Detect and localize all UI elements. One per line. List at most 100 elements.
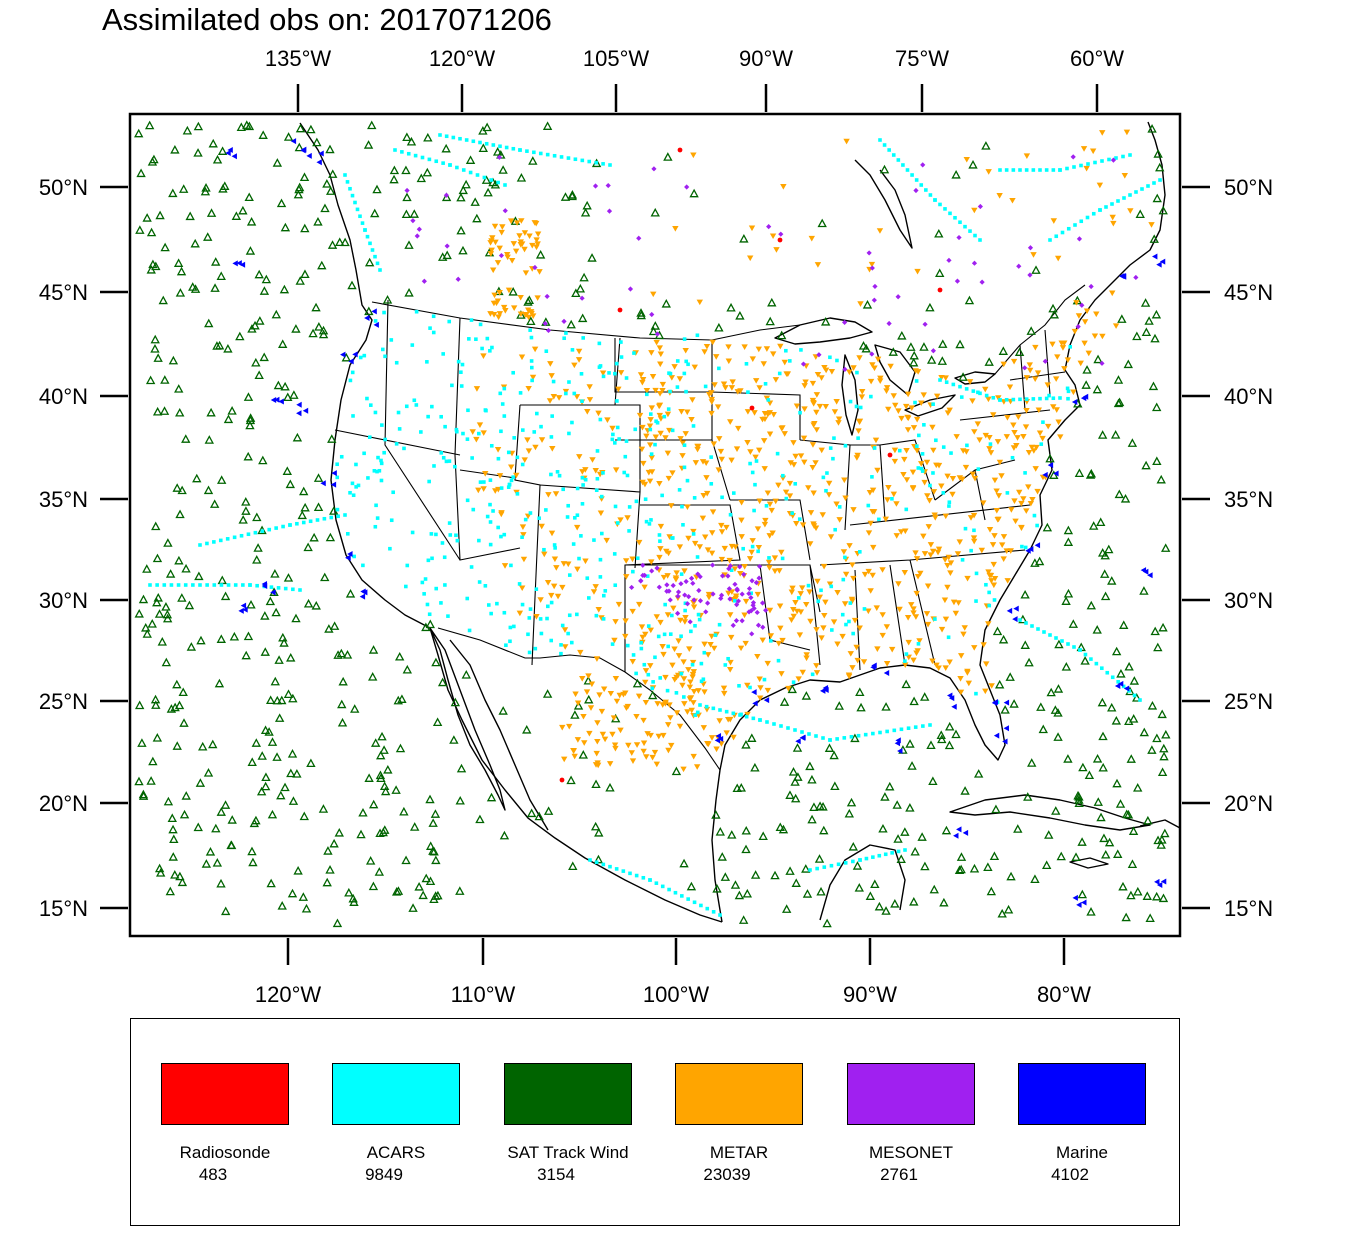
acars-point xyxy=(343,173,347,177)
acars-point xyxy=(594,613,599,618)
acars-point xyxy=(528,607,533,611)
metar-point xyxy=(1028,444,1036,451)
marine-point xyxy=(1002,738,1008,745)
metar-point xyxy=(641,584,648,591)
metar-point xyxy=(1080,146,1088,152)
sat-track-wind-point xyxy=(270,676,280,686)
acars-point xyxy=(444,134,449,139)
acars-point xyxy=(343,513,347,517)
acars-point xyxy=(322,516,327,521)
sat-track-wind-point xyxy=(441,192,452,202)
sat-track-wind-point xyxy=(155,868,166,877)
sat-track-wind-point xyxy=(185,211,195,221)
acars-point xyxy=(508,625,513,630)
metar-point xyxy=(589,457,596,463)
mesonet-point xyxy=(605,182,611,189)
metar-point xyxy=(643,754,650,760)
acars-point xyxy=(183,583,188,587)
metar-point xyxy=(795,676,802,682)
sat-track-wind-point xyxy=(402,132,412,142)
metar-point xyxy=(681,701,688,707)
sat-track-wind-point xyxy=(1074,795,1084,804)
sat-track-wind-point xyxy=(805,761,815,771)
metar-point xyxy=(826,581,834,588)
acars-point xyxy=(351,493,356,498)
sat-track-wind-point xyxy=(142,629,152,638)
sat-track-wind-point xyxy=(337,717,348,727)
mesonet-point xyxy=(675,589,682,595)
mesonet-point xyxy=(757,563,763,570)
sat-track-wind-point xyxy=(1054,639,1064,649)
acars-point xyxy=(397,427,402,431)
metar-point xyxy=(1075,313,1083,319)
acars-point xyxy=(1098,208,1102,212)
sat-track-wind-point xyxy=(938,339,948,348)
sat-track-wind-point xyxy=(1107,576,1117,585)
metar-point xyxy=(507,218,515,224)
sat-track-wind-point xyxy=(442,250,452,260)
acars-point xyxy=(588,858,592,862)
metar-point xyxy=(601,736,609,743)
sat-track-wind-point xyxy=(880,792,890,801)
sat-track-wind-point xyxy=(917,832,927,841)
metar-point xyxy=(708,410,715,417)
metar-point xyxy=(685,535,692,542)
metar-point xyxy=(910,657,917,664)
metar-point xyxy=(1030,252,1037,258)
sat-track-wind-point xyxy=(283,132,294,141)
acars-point xyxy=(924,188,928,192)
sat-track-wind-point xyxy=(958,372,968,381)
metar-point xyxy=(929,658,936,665)
sat-track-wind-point xyxy=(727,830,737,839)
sat-track-wind-point xyxy=(679,858,689,868)
acars-point xyxy=(483,408,488,412)
metar-point xyxy=(890,491,898,498)
metar-point xyxy=(778,549,785,556)
acars-point xyxy=(756,549,760,554)
sat-track-wind-point xyxy=(244,121,255,131)
sat-track-wind-point xyxy=(243,451,253,461)
metar-point xyxy=(1003,434,1011,440)
acars-point xyxy=(654,419,658,424)
acars-point xyxy=(241,583,245,587)
acars-point xyxy=(1073,223,1077,227)
metar-point xyxy=(550,583,558,590)
acars-point xyxy=(488,349,492,353)
legend-label: METAR xyxy=(709,1143,769,1162)
marine-point xyxy=(763,697,770,704)
sat-track-wind-point xyxy=(720,872,731,881)
acars-point xyxy=(645,574,650,578)
metar-point xyxy=(1032,344,1039,351)
acars-point xyxy=(910,173,914,177)
acars-point xyxy=(624,439,629,443)
metar-point xyxy=(989,542,997,548)
marine-point xyxy=(348,358,354,365)
marine-point xyxy=(318,150,324,157)
sat-track-wind-point xyxy=(956,864,966,874)
metar-point xyxy=(1050,218,1058,224)
acars-point xyxy=(455,429,459,434)
metar-point xyxy=(865,530,873,536)
sat-track-wind-point xyxy=(1147,124,1157,133)
acars-point xyxy=(971,389,976,393)
marine-point xyxy=(306,152,312,159)
acars-point xyxy=(903,659,907,663)
sat-track-wind-point xyxy=(356,829,366,839)
acars-point xyxy=(682,337,687,341)
metar-point xyxy=(648,469,656,475)
sat-track-wind-point xyxy=(380,786,391,796)
acars-point xyxy=(470,456,474,460)
mesonet-point xyxy=(678,581,684,587)
metar-point xyxy=(660,651,667,658)
metar-point xyxy=(516,233,523,239)
acars-point xyxy=(768,639,773,643)
metar-point xyxy=(818,635,825,642)
metar-point xyxy=(1000,556,1007,563)
metar-point xyxy=(688,417,695,423)
metar-point xyxy=(595,606,602,613)
sat-track-wind-point xyxy=(905,739,915,748)
metar-point xyxy=(754,591,762,598)
metar-point xyxy=(651,749,659,756)
metar-point xyxy=(976,437,983,443)
mesonet-point xyxy=(739,618,745,624)
